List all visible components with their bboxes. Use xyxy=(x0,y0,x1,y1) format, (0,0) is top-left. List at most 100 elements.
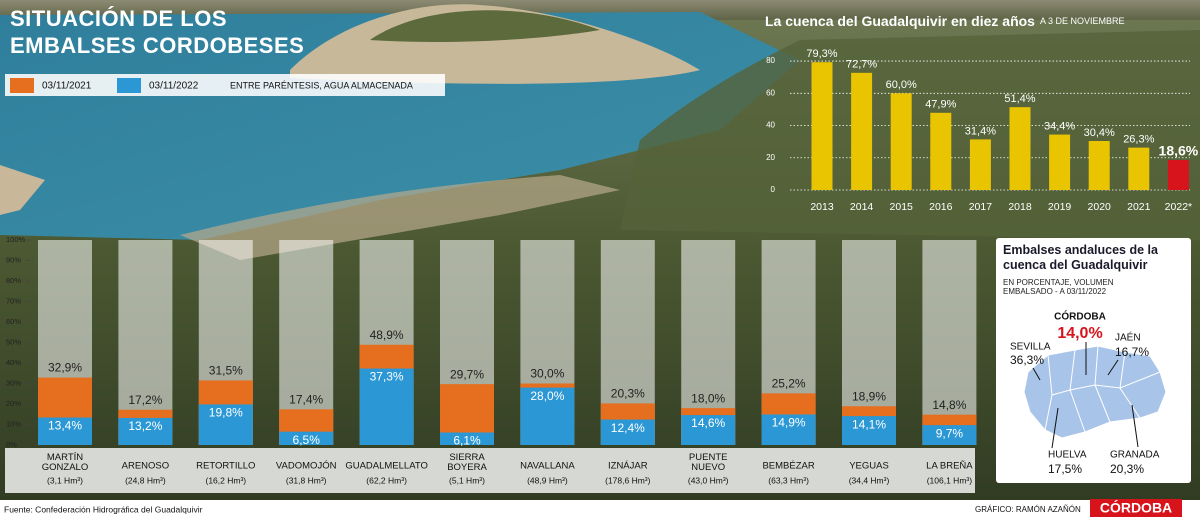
value-label: 14,8% xyxy=(932,398,966,412)
bar xyxy=(922,425,977,445)
bar xyxy=(279,431,334,445)
decade-title: La cuenca del Guadalquivir en diez años xyxy=(765,13,1035,29)
capacity-label: (5,1 Hm³) xyxy=(449,475,485,485)
capacity-label: (31,8 Hm³) xyxy=(286,475,327,485)
value-label: 20,3% xyxy=(611,387,645,401)
value-label: 31,4% xyxy=(965,125,996,137)
y-tick-label: 80 xyxy=(766,56,775,65)
value-label: 31,5% xyxy=(209,364,243,378)
value-label: 72,7% xyxy=(846,59,877,71)
bar xyxy=(1049,134,1071,190)
value-label: 60,0% xyxy=(886,79,917,91)
region-name: GRANADA xyxy=(1110,450,1160,461)
island-trees xyxy=(370,10,600,42)
bar xyxy=(520,387,575,445)
value-label: 48,9% xyxy=(370,328,404,342)
y-tick-label: 20% xyxy=(6,399,21,408)
y-tick-label: 60% xyxy=(6,317,21,326)
bar xyxy=(198,404,253,445)
x-tick-label: 2018 xyxy=(1008,201,1032,213)
x-tick-label: 2022* xyxy=(1165,201,1192,213)
brand: CÓRDOBA xyxy=(1100,499,1172,516)
value-label: 13,2% xyxy=(128,419,162,433)
main-title: SITUACIÓN DE LOS EMBALSES CORDOBESES xyxy=(10,6,304,58)
category-label: SIERRA BOYERA xyxy=(447,452,487,473)
value-label: 26,3% xyxy=(1123,134,1154,146)
decade-title-line: La cuenca del Guadalquivir en diez años A… xyxy=(765,13,1125,29)
bar xyxy=(969,139,991,190)
value-label: 9,7% xyxy=(936,426,964,440)
x-tick-label: 2020 xyxy=(1088,201,1112,213)
value-label: 6,5% xyxy=(293,433,321,447)
bar xyxy=(38,417,92,445)
y-tick-label: 50% xyxy=(6,337,21,346)
capacity-label: (62,2 Hm³) xyxy=(366,475,407,485)
value-label: 17,4% xyxy=(289,393,323,407)
map-pointers xyxy=(1032,342,1139,449)
bar xyxy=(600,419,655,445)
map-subtitle: EN PORCENTAJE, VOLUMEN EMBALSADO - A 03/1… xyxy=(1003,278,1114,296)
value-label: 47,9% xyxy=(925,99,956,111)
value-label: 17,2% xyxy=(128,393,162,407)
region-name: SEVILLA xyxy=(1010,342,1051,353)
bar-background xyxy=(922,240,977,445)
y-tick-label: 40% xyxy=(6,358,21,367)
legend-label: 03/11/2021 xyxy=(42,81,92,92)
region-value: 16,7% xyxy=(1115,345,1149,359)
capacity-label: (43,0 Hm³) xyxy=(688,475,729,485)
x-tick-label: 2016 xyxy=(929,201,953,213)
x-tick-label: 2013 xyxy=(810,201,834,213)
x-tick-label: 2014 xyxy=(850,201,874,213)
province-borders xyxy=(1044,345,1161,433)
andalusia-map xyxy=(1023,345,1167,439)
y-tick-label: 80% xyxy=(6,276,21,285)
category-label: ARENOSO xyxy=(122,461,170,472)
category-label: RETORTILLO xyxy=(196,461,255,472)
value-label: 32,9% xyxy=(48,361,82,375)
capacity-label: (16,2 Hm³) xyxy=(205,475,246,485)
value-label: 18,6% xyxy=(1159,143,1199,159)
y-tick-label: 0 xyxy=(771,185,776,194)
island xyxy=(290,4,700,84)
legend-swatch xyxy=(117,78,141,93)
value-label: 28,0% xyxy=(530,389,564,403)
capacity-label: (34,4 Hm³) xyxy=(849,475,890,485)
bar xyxy=(1088,141,1110,190)
source: Fuente: Confederación Hidrográfica del G… xyxy=(4,504,203,514)
region-name: HUELVA xyxy=(1048,450,1087,461)
legend-note: ENTRE PARÉNTESIS, AGUA ALMACENADA xyxy=(230,80,413,90)
x-tick-label: 2021 xyxy=(1127,201,1151,213)
bar xyxy=(440,432,494,445)
y-tick-label: 90% xyxy=(6,255,21,264)
value-label: 14,1% xyxy=(852,417,886,431)
bar xyxy=(118,417,173,445)
y-tick-label: 20 xyxy=(766,153,775,162)
y-tick-label: 40 xyxy=(766,121,775,130)
value-label: 37,3% xyxy=(370,370,404,384)
capacity-label: (48,9 Hm³) xyxy=(527,475,568,485)
capacity-label: (106,1 Hm³) xyxy=(927,475,973,485)
bar xyxy=(890,93,912,190)
legend-label: 03/11/2022 xyxy=(149,81,199,92)
category-label: MARTÍN GONZALO xyxy=(42,452,88,473)
bar xyxy=(1167,160,1189,190)
category-label: NAVALLANA xyxy=(520,461,575,472)
bar xyxy=(681,415,736,445)
label-panel xyxy=(5,448,975,493)
region-value: 14,0% xyxy=(1057,325,1102,342)
y-tick-label: 10% xyxy=(6,419,21,428)
value-label: 14,6% xyxy=(691,416,725,430)
category-label: GUADALMELLATO xyxy=(345,461,428,472)
bar xyxy=(761,414,816,445)
legend-swatch xyxy=(10,78,34,93)
value-label: 18,9% xyxy=(852,389,886,403)
capacity-label: (63,3 Hm³) xyxy=(768,475,809,485)
bar xyxy=(1009,107,1031,190)
credit: GRÁFICO: RAMÓN AZAÑÓN xyxy=(975,505,1081,514)
bar xyxy=(1128,147,1150,190)
value-label: 51,4% xyxy=(1004,93,1035,105)
value-label: 29,7% xyxy=(450,367,484,381)
map-title: Embalses andaluces de la cuenca del Guada… xyxy=(1003,243,1159,272)
